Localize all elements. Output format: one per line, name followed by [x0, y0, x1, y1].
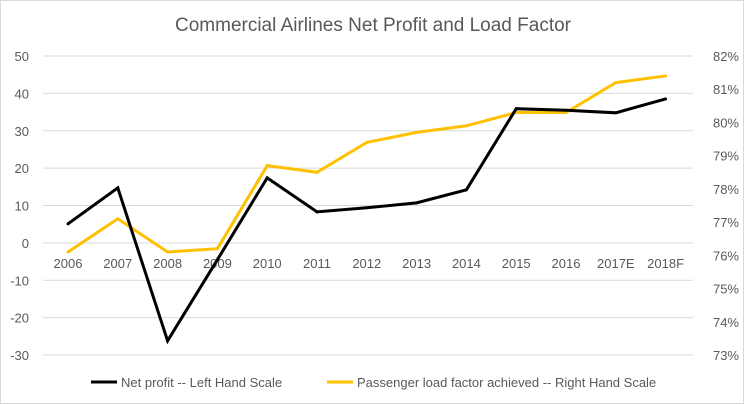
left-axis-tick-label: -20	[10, 311, 29, 326]
x-axis-tick-label: 2014	[452, 256, 481, 271]
x-axis-tick-label: 2012	[352, 256, 381, 271]
data-point	[464, 124, 468, 128]
right-axis-tick-label: 78%	[713, 182, 739, 197]
series-line-load-factor	[67, 74, 666, 254]
data-point	[166, 250, 170, 254]
data-point	[116, 217, 120, 221]
data-point	[365, 140, 369, 144]
legend-label: Passenger load factor achieved -- Right …	[357, 375, 656, 390]
legend-label: Net profit -- Left Hand Scale	[121, 375, 282, 390]
data-point	[614, 81, 618, 85]
x-axis-tick-label: 2011	[303, 256, 331, 271]
x-axis-tick-label: 2017E	[597, 256, 635, 271]
data-point	[664, 97, 668, 101]
left-axis-tick-label: 50	[15, 49, 29, 64]
data-point	[116, 186, 120, 190]
right-axis-tick-label: 74%	[713, 315, 739, 330]
x-axis-tick-label: 2015	[502, 256, 531, 271]
data-point	[166, 339, 170, 343]
x-axis-tick-label: 2016	[552, 256, 581, 271]
data-point	[664, 74, 668, 78]
data-point	[66, 250, 70, 254]
data-point	[215, 258, 219, 262]
right-axis-tick-label: 81%	[713, 82, 739, 97]
data-point	[265, 164, 269, 168]
data-point	[315, 210, 319, 214]
data-point	[415, 201, 419, 205]
data-point	[265, 176, 269, 180]
right-axis-tick-label: 80%	[713, 115, 739, 130]
left-axis-tick-label: 20	[15, 161, 29, 176]
series-line-net-profit	[67, 97, 667, 345]
data-point	[365, 206, 369, 210]
chart-title: Commercial Airlines Net Profit and Load …	[175, 15, 572, 36]
data-point	[315, 170, 319, 174]
left-axis-tick-label: 0	[22, 236, 29, 251]
x-axis-tick-label: 2008	[153, 256, 182, 271]
x-axis-tick-label: 2013	[402, 256, 431, 271]
x-axis-tick-label: 2018F	[647, 256, 684, 271]
data-point	[66, 222, 70, 226]
data-point	[464, 188, 468, 192]
x-axis-tick-label: 2007	[103, 256, 132, 271]
right-axis-tick-label: 77%	[713, 215, 739, 230]
data-point	[564, 108, 568, 112]
x-axis-tick-label: 2010	[253, 256, 282, 271]
right-axis-tick-label: 76%	[713, 248, 739, 263]
left-axis-tick-label: 30	[15, 124, 29, 139]
left-axis-tick-label: 10	[15, 199, 29, 214]
data-point	[514, 107, 518, 111]
right-axis-tick-label: 79%	[713, 149, 739, 164]
right-axis-tick-label: 73%	[713, 348, 739, 363]
x-axis-tick-label: 2009	[203, 256, 232, 271]
left-axis-tick-label: -10	[10, 273, 29, 288]
data-point	[415, 130, 419, 134]
x-axis-tick-label: 2006	[54, 256, 83, 271]
left-axis-tick-label: 40	[15, 86, 29, 101]
right-axis-tick-label: 75%	[713, 282, 739, 297]
right-axis-tick-label: 82%	[713, 49, 739, 64]
left-axis-tick-label: -30	[10, 348, 29, 363]
data-point	[215, 247, 219, 251]
data-point	[614, 111, 618, 115]
